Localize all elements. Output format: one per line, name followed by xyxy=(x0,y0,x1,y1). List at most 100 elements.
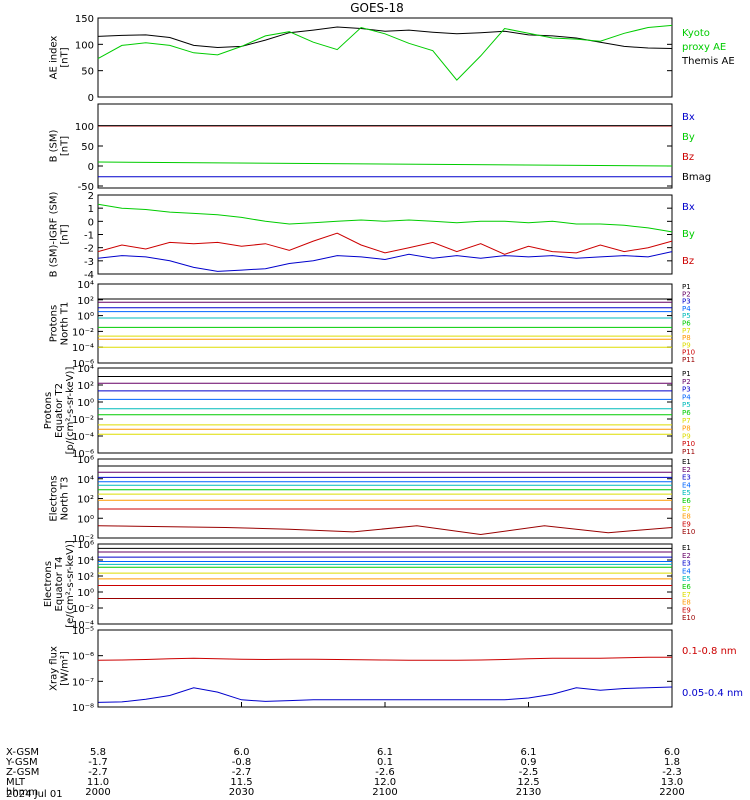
x-row-label: Z-GSM xyxy=(6,767,39,778)
x-row-label: MLT xyxy=(6,777,26,788)
legend-entry: P8 xyxy=(682,334,691,342)
legend-entry: P2 xyxy=(682,290,691,298)
legend-entry: P10 xyxy=(682,440,695,448)
legend-entry: E3 xyxy=(682,474,691,482)
legend-entry: P1 xyxy=(682,283,691,291)
y-axis-label: [e/(cm²-s-sr-keV)] xyxy=(65,540,76,628)
x-row-value: 1.8 xyxy=(664,757,680,768)
y-tick-label: -50 xyxy=(78,182,94,193)
x-row-label: Y-GSM xyxy=(5,757,38,768)
legend-entry: Bx xyxy=(682,112,695,123)
panel-ee: 10⁶ 10⁴ 10² 10⁰ 10⁻² 10⁻⁴ Electrons Equator T4[… xyxy=(43,540,695,631)
legend-entry: By xyxy=(682,229,695,240)
y-axis-label: B (SM)-IGRF (SM) xyxy=(49,192,60,278)
series-by xyxy=(97,161,673,167)
panel-frame xyxy=(97,103,673,189)
legend-entry: P9 xyxy=(682,341,691,349)
x-row-value: 2030 xyxy=(229,787,254,798)
y-tick-label: 10⁶ xyxy=(77,540,94,551)
legend-entry: P3 xyxy=(682,298,691,306)
legend-entry: E8 xyxy=(682,599,691,607)
x-row-value: 11.5 xyxy=(230,777,252,788)
panel-frame xyxy=(97,458,673,539)
y-tick-label: 2 xyxy=(88,191,94,202)
legend-entry: E9 xyxy=(682,520,691,528)
panel-pn: 10⁴ 10² 10⁰ 10⁻² 10⁻⁴ 10⁻⁶ Protons North T1 P1P2… xyxy=(49,280,696,370)
y-tick-label: 100 xyxy=(75,122,94,133)
y-tick-label: 10⁻⁶ xyxy=(72,359,94,370)
y-tick-label: 10⁻⁵ xyxy=(72,626,94,637)
y-tick-label: 150 xyxy=(75,14,94,25)
legend-entry: P5 xyxy=(682,312,691,320)
legend-entry: E10 xyxy=(682,614,695,622)
y-axis-label: B (SM) xyxy=(49,129,60,162)
y-tick-label: 10⁻⁶ xyxy=(72,652,94,663)
series-bz xyxy=(97,232,673,255)
legend-entry: E6 xyxy=(682,497,691,505)
legend-entry: E9 xyxy=(682,606,691,614)
y-axis-label: [W/m²] xyxy=(60,651,71,686)
y-tick-label: 10² xyxy=(77,381,94,392)
y-tick-label: 10⁻² xyxy=(72,415,94,426)
x-row-value: -1.7 xyxy=(88,757,108,768)
y-tick-label: 10⁻² xyxy=(72,327,94,338)
x-row-value: 6.1 xyxy=(377,747,393,758)
legend-entry: Bx xyxy=(682,202,695,213)
y-tick-label: 10⁰ xyxy=(77,514,94,525)
legend-entry: P3 xyxy=(682,386,691,394)
y-axis-label: AE index xyxy=(49,36,60,80)
y-tick-label: 10⁻⁸ xyxy=(72,703,94,714)
x-row-value: 5.8 xyxy=(90,747,106,758)
x-row-value: 6.0 xyxy=(664,747,680,758)
date-label: 2024 Jul 01 xyxy=(6,789,63,800)
x-row-value: 0.9 xyxy=(521,757,537,768)
y-axis-label: Equator T4 xyxy=(54,557,65,612)
y-tick-label: 0 xyxy=(88,162,94,173)
legend-entry: E7 xyxy=(682,505,691,513)
panel-bsm: -50 0 50 100 B (SM) [nT] Bx By Bz Bmag xyxy=(49,103,711,193)
x-row-value: -2.6 xyxy=(375,767,395,778)
legend-entry: P2 xyxy=(682,378,691,386)
y-tick-label: 10⁶ xyxy=(77,455,94,466)
legend-entry: P1 xyxy=(682,370,691,378)
y-tick-label: 50 xyxy=(81,142,94,153)
legend-entry: proxy AE xyxy=(682,42,726,53)
panel-xray: 10⁻⁵ 10⁻⁶ 10⁻⁷ 10⁻⁸ Xray flux [W/m²] 0.1-0.8 n… xyxy=(49,626,744,714)
legend-entry: E2 xyxy=(682,552,691,560)
y-axis-label: Electrons xyxy=(49,475,60,521)
y-tick-label: 0 xyxy=(88,93,94,104)
panel-frame xyxy=(97,194,673,275)
y-axis-label: [nT] xyxy=(60,136,71,156)
legend-entry: P11 xyxy=(682,356,695,364)
y-axis-label: [nT] xyxy=(60,224,71,244)
x-row-value: 11.0 xyxy=(87,777,109,788)
legend-entry: E1 xyxy=(682,544,691,552)
y-axis-label: North T3 xyxy=(60,477,71,521)
series-e10 xyxy=(97,525,673,536)
legend-entry: P11 xyxy=(682,448,695,456)
y-tick-label: 10² xyxy=(77,572,94,583)
x-row-value: 6.1 xyxy=(521,747,537,758)
series-by xyxy=(97,203,673,233)
y-tick-label: 1 xyxy=(88,204,94,215)
y-axis-label: Equator T2 xyxy=(54,383,65,438)
panel-frame xyxy=(97,367,673,454)
y-tick-label: 10⁴ xyxy=(77,556,94,567)
x-row-value: 12.0 xyxy=(374,777,396,788)
x-row-value: 2130 xyxy=(516,787,541,798)
figure-title: GOES-18 xyxy=(350,1,404,15)
x-row-label: X-GSM xyxy=(6,747,39,758)
y-tick-label: 10⁴ xyxy=(77,280,94,291)
x-axis-table: X-GSM 5.8 6.0 6.1 6.1 6.0 Y-GSM -1.7 -0.8 0.1 0.9 1… xyxy=(5,702,685,800)
y-tick-label: 50 xyxy=(81,67,94,78)
legend-entry: E3 xyxy=(682,560,691,568)
x-row-value: 2100 xyxy=(372,787,397,798)
panel-frame xyxy=(97,283,673,364)
legend-entry: Themis AE xyxy=(681,56,735,67)
legend-entry: E5 xyxy=(682,489,691,497)
legend-entry: P6 xyxy=(682,409,691,417)
panel-frame xyxy=(97,629,673,708)
y-axis-label: North T1 xyxy=(60,302,71,346)
